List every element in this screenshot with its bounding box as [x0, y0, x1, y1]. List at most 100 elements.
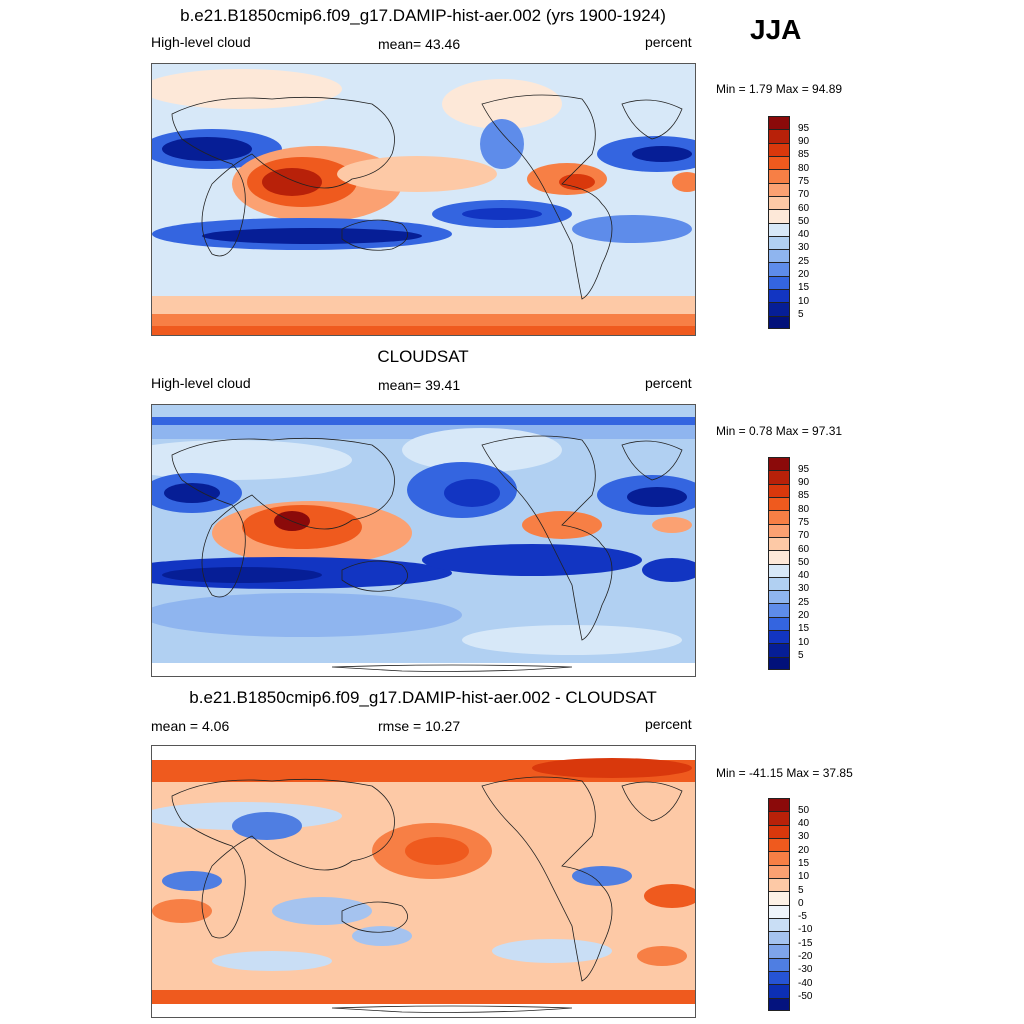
- colorbar-tick-label: 75: [798, 516, 810, 528]
- panel1-title: b.e21.B1850cmip6.f09_g17.DAMIP-hist-aer.…: [180, 6, 666, 25]
- panel2-title: CLOUDSAT: [377, 347, 469, 366]
- colorbar-swatch: [768, 249, 790, 263]
- colorbar-tick-label: 5: [798, 309, 804, 321]
- colorbar-tick-label: -20: [798, 951, 813, 963]
- colorbar-tick-label: 15: [798, 857, 810, 869]
- colorbar-tick-label: 80: [798, 503, 810, 515]
- colorbar-tick-label: 10: [798, 871, 810, 883]
- colorbar-swatch: [768, 262, 790, 276]
- colorbar-tick-label: 90: [798, 135, 810, 147]
- colorbar-swatch: [768, 957, 790, 972]
- colorbar-tick-label: 0: [798, 897, 804, 909]
- colorbar-swatch: [768, 824, 790, 838]
- panel2-map: [151, 404, 696, 677]
- colorbar-swatch: [768, 195, 790, 210]
- colorbar-swatch: [768, 590, 790, 604]
- colorbar-swatch: [768, 798, 790, 812]
- colorbar-swatch: [768, 864, 790, 878]
- colorbar-tick-label: 20: [798, 269, 810, 281]
- colorbar-swatch: [768, 997, 790, 1011]
- colorbar-swatch: [768, 523, 790, 537]
- panel1-mean-label: mean= 43.46: [378, 36, 461, 52]
- colorbar-tick-label: -15: [798, 937, 813, 949]
- colorbar-tick-label: 40: [798, 570, 810, 582]
- season-label: JJA: [750, 14, 802, 45]
- colorbar-tick-label: 40: [798, 817, 810, 829]
- colorbar-tick-label: 50: [798, 215, 810, 227]
- panel2-minmax-label: Min = 0.78 Max = 97.31: [716, 424, 843, 438]
- colorbar-swatch: [768, 971, 790, 985]
- panel2-colorbar: 95 90 85 80 75 70 60 50 40 30 25 20 15 10 5: [768, 457, 848, 670]
- colorbar-tick-label: 75: [798, 175, 810, 187]
- colorbar-tick-label: 10: [798, 295, 810, 307]
- panel1-units-label: percent: [645, 34, 692, 50]
- colorbar-swatch: [768, 917, 790, 932]
- panel3-colorbar: 50 40 30 20 15 10 5 0 -5 -10 -15 -20 -30 -40 -50: [768, 798, 848, 1011]
- colorbar-swatch: [768, 169, 790, 183]
- colorbar-swatch: [768, 289, 790, 303]
- colorbar-swatch: [768, 643, 790, 657]
- colorbar-tick-label: 70: [798, 189, 810, 201]
- colorbar-tick-label: 85: [798, 149, 810, 161]
- colorbar-tick-label: 90: [798, 476, 810, 488]
- colorbar-swatch: [768, 155, 790, 170]
- colorbar-tick-label: -5: [798, 911, 807, 923]
- colorbar-tick-label: -40: [798, 977, 813, 989]
- colorbar-swatch: [768, 811, 790, 825]
- colorbar-swatch: [768, 576, 790, 591]
- colorbar-swatch: [768, 630, 790, 644]
- panel2-contour-field: [152, 405, 695, 676]
- colorbar-swatch: [768, 851, 790, 865]
- colorbar-swatch: [768, 315, 790, 329]
- colorbar-swatch: [768, 931, 790, 945]
- panel1-colorbar: 95 90 85 80 75 70 60 50 40 30 25 20 15 10 5: [768, 116, 848, 329]
- colorbar-swatch: [768, 603, 790, 617]
- colorbar-swatch: [768, 536, 790, 551]
- colorbar-swatch: [768, 563, 790, 577]
- colorbar-swatch: [768, 550, 790, 564]
- panel1-left-label: High-level cloud: [151, 34, 251, 50]
- panel2-units-label: percent: [645, 375, 692, 391]
- panel1-minmax-label: Min = 1.79 Max = 94.89: [716, 82, 843, 96]
- panel3-contour-field: [152, 746, 695, 1017]
- colorbar-swatch: [768, 129, 790, 143]
- colorbar-swatch: [768, 496, 790, 511]
- colorbar-tick-label: 80: [798, 162, 810, 174]
- panel3-minmax-label: Min = -41.15 Max = 37.85: [716, 766, 853, 780]
- colorbar-tick-label: 5: [798, 884, 804, 896]
- panel3-title: b.e21.B1850cmip6.f09_g17.DAMIP-hist-aer.…: [189, 688, 657, 707]
- colorbar-tick-label: 5: [798, 650, 804, 662]
- colorbar-swatch: [768, 209, 790, 223]
- colorbar-tick-label: 40: [798, 229, 810, 241]
- colorbar-swatch: [768, 944, 790, 958]
- colorbar-swatch: [768, 302, 790, 316]
- colorbar-tick-label: 60: [798, 202, 810, 214]
- colorbar-swatch: [768, 275, 790, 290]
- colorbar-swatch: [768, 877, 790, 892]
- colorbar-tick-label: 20: [798, 610, 810, 622]
- colorbar-tick-label: -30: [798, 964, 813, 976]
- colorbar-tick-label: 30: [798, 583, 810, 595]
- colorbar-tick-label: -50: [798, 991, 813, 1003]
- panel3-units-label: percent: [645, 716, 692, 732]
- colorbar-tick-label: 30: [798, 831, 810, 843]
- colorbar-swatch: [768, 222, 790, 236]
- colorbar-tick-label: 30: [798, 242, 810, 254]
- colorbar-swatch: [768, 510, 790, 524]
- colorbar-tick-label: -10: [798, 924, 813, 936]
- colorbar-swatch: [768, 837, 790, 852]
- colorbar-swatch: [768, 904, 790, 918]
- colorbar-swatch: [768, 142, 790, 156]
- panel3-mean-label: mean = 4.06: [151, 718, 230, 734]
- colorbar-tick-label: 70: [798, 530, 810, 542]
- colorbar-swatch: [768, 116, 790, 130]
- panel1-map: [151, 63, 696, 336]
- colorbar-tick-label: 50: [798, 804, 810, 816]
- colorbar-swatch: [768, 483, 790, 497]
- colorbar-tick-label: 50: [798, 556, 810, 568]
- colorbar-swatch: [768, 616, 790, 631]
- colorbar-swatch: [768, 182, 790, 196]
- panel3-rmse-label: rmse = 10.27: [378, 718, 461, 734]
- colorbar-swatch: [768, 891, 790, 905]
- colorbar-tick-label: 15: [798, 282, 810, 294]
